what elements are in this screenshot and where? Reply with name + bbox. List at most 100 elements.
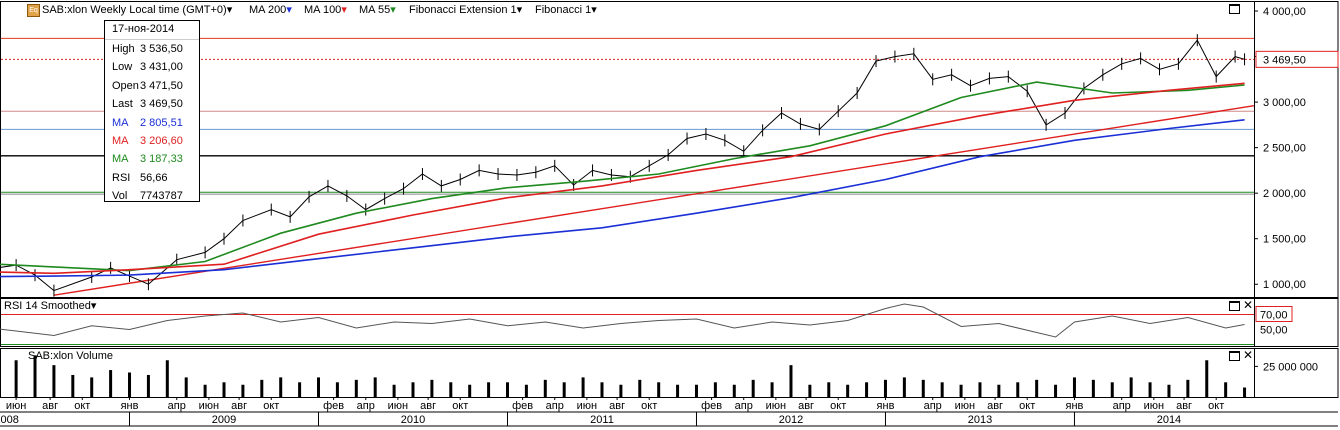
indicator-fib-extension-label: Fibonacci Extension 1 <box>409 4 517 16</box>
volume-bar <box>600 382 604 397</box>
instrument-icon[interactable]: Eq <box>27 4 40 17</box>
ohlc-row-label: MA <box>112 134 129 147</box>
volume-bar <box>657 382 661 397</box>
header-symbol[interactable]: SAB:xlon Weekly Local time (GMT+0)▾ <box>42 2 232 18</box>
volume-bar <box>241 384 245 397</box>
volume-bar <box>109 370 113 397</box>
volume-bar <box>317 377 321 397</box>
volume-bar <box>1129 377 1133 397</box>
volume-bar <box>279 377 283 397</box>
month-label: окт <box>830 400 846 412</box>
volume-bar <box>997 384 1001 397</box>
month-label: окт <box>74 400 90 412</box>
volume-bar <box>921 379 925 397</box>
volume-bar <box>543 379 547 397</box>
year-label: 2012 <box>779 414 803 426</box>
maximize-icon[interactable] <box>1229 4 1240 14</box>
volume-bar <box>1110 382 1114 397</box>
volume-bar <box>562 382 566 397</box>
volume-bar <box>1224 382 1228 397</box>
indicator-ma55[interactable]: MA 55▾ <box>359 2 396 18</box>
volume-bar <box>449 382 453 397</box>
volume-bar <box>789 365 793 397</box>
volume-bar <box>128 372 132 397</box>
indicator-ma200-label: MA 200 <box>249 4 287 16</box>
volume-bar <box>146 374 150 397</box>
volume-bar <box>52 365 56 397</box>
month-label: апр <box>924 400 942 412</box>
month-label: янв <box>1066 400 1084 412</box>
month-label: июн <box>766 400 786 412</box>
volume-bar <box>392 384 396 397</box>
volume-bar <box>354 379 358 397</box>
ohlc-row-label: RSI <box>112 171 131 184</box>
rsi-title: RSI 14 Smoothed▾ <box>4 300 97 312</box>
month-label: янв <box>121 400 139 412</box>
volume-bar <box>676 384 680 397</box>
indicator-ma100-label: MA 100 <box>304 4 342 16</box>
volume-bar <box>14 360 18 397</box>
ohlc-row-value: 3 471,50 <box>140 79 183 92</box>
pane-frame-rsi <box>0 298 1339 347</box>
month-label: июн <box>577 400 597 412</box>
ohlc-row-value: 3 469,50 <box>140 98 183 111</box>
indicator-ma100[interactable]: MA 100▾ <box>304 2 347 18</box>
caret-down-icon: ▾ <box>516 4 523 16</box>
ohlc-row-value: 3 431,00 <box>140 61 183 74</box>
ohlc-row: Vol 7743787 <box>105 187 199 205</box>
indicator-ma200[interactable]: MA 200▾ <box>249 2 292 18</box>
volume-bar <box>184 377 188 397</box>
caret-down-icon: ▾ <box>226 4 233 16</box>
maximize-rsi-icon[interactable] <box>1229 301 1240 311</box>
indicator-fib-extension[interactable]: Fibonacci Extension 1▾ <box>409 2 522 18</box>
y-tick-label: 1 000,00 <box>1263 279 1306 291</box>
indicator-fibonacci[interactable]: Fibonacci 1▾ <box>535 2 597 18</box>
volume-bar <box>846 384 850 397</box>
month-label: окт <box>452 400 468 412</box>
volume-bar <box>694 384 698 397</box>
ohlc-row: Open 3 471,50 <box>105 77 199 95</box>
volume-bar <box>505 382 509 397</box>
month-label: апр <box>357 400 375 412</box>
month-label: окт <box>641 400 657 412</box>
indicator-fibonacci-label: Fibonacci 1 <box>535 4 592 16</box>
maximize-volume-icon[interactable] <box>1229 351 1240 361</box>
volume-bar <box>524 384 528 397</box>
month-label: окт <box>1019 400 1035 412</box>
month-label: апр <box>1113 400 1131 412</box>
month-label: июн <box>388 400 408 412</box>
ohlc-date: 17-ноя-2014 <box>105 21 199 40</box>
month-label: авг <box>1176 400 1192 412</box>
month-label: фев <box>701 400 722 412</box>
ohlc-row-value: 7743787 <box>140 190 183 203</box>
volume-bar <box>1072 377 1076 397</box>
volume-bar <box>222 382 226 397</box>
volume-title: SAB:xlon Volume <box>28 350 113 362</box>
month-label: авг <box>420 400 436 412</box>
close-volume-icon[interactable]: ✕ <box>1243 348 1254 362</box>
volume-bar <box>940 382 944 397</box>
month-label: апр <box>546 400 564 412</box>
year-label: 2014 <box>1157 414 1181 426</box>
close-rsi-icon[interactable]: ✕ <box>1243 298 1254 312</box>
ohlc-row-label: MA <box>112 153 129 166</box>
trendline <box>53 105 1255 296</box>
volume-bar <box>260 379 264 397</box>
volume-tick-label: 25 000 000 <box>1263 361 1318 373</box>
volume-bar <box>373 377 377 397</box>
ohlc-row-label: MA <box>112 116 129 129</box>
volume-bar <box>959 384 963 397</box>
ohlc-row-value: 3 187,33 <box>140 153 183 166</box>
moving-average-line <box>0 119 1245 278</box>
month-label: авг <box>609 400 625 412</box>
ohlc-row-label: Low <box>112 61 133 74</box>
month-label: фев <box>323 400 344 412</box>
volume-bar <box>1035 379 1039 397</box>
ohlc-row-value: 3 536,50 <box>140 43 183 55</box>
y-tick-label: 2 000,00 <box>1263 188 1306 200</box>
year-label: 2008 <box>0 414 19 426</box>
month-label: авг <box>42 400 58 412</box>
year-label: 2009 <box>212 414 236 426</box>
volume-bar <box>203 384 207 397</box>
